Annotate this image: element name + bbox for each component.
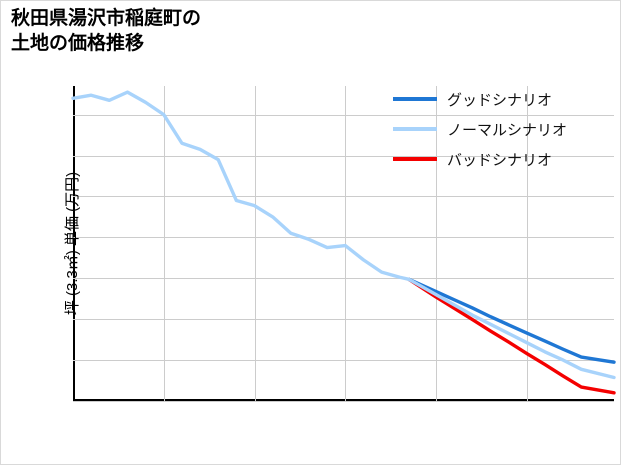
legend-item[interactable]: グッドシナリオ [393,91,567,109]
chart-lines [71,90,616,395]
chart-legend: グッドシナリオ ノーマルシナリオ バッドシナリオ [393,91,568,169]
gridline-horizontal [73,155,614,157]
chart-title: 秋田県湯沢市稲庭町の 土地の価格推移 [11,8,202,54]
gridline-horizontal [73,401,614,402]
plot-area: 0.60.81.01.21.41.61.82.0 200520102015202… [64,86,616,402]
legend-label: バッドシナリオ [447,151,553,169]
legend-color-swatch [393,157,437,161]
series-line [71,90,616,380]
legend-item[interactable]: バッドシナリオ [393,151,567,169]
gridline-horizontal [73,114,614,116]
gridline-vertical [436,86,438,401]
series-line [407,277,616,364]
plot-frame [73,86,614,401]
legend-item[interactable]: ノーマルシナリオ [393,121,568,139]
gridline-horizontal [73,360,614,362]
gridline-vertical [526,86,528,401]
gridline-vertical [345,86,347,401]
gridline-horizontal [73,278,614,280]
legend-color-swatch [393,97,437,101]
legend-label: グッドシナリオ [447,91,553,109]
gridline-horizontal [73,319,614,321]
legend-label: ノーマルシナリオ [447,121,568,139]
gridline-vertical [163,86,165,401]
gridline-horizontal [73,237,614,239]
series-line [407,277,616,395]
gridline-horizontal [73,196,614,198]
gridline-vertical [254,86,256,401]
legend-color-swatch [393,127,437,131]
